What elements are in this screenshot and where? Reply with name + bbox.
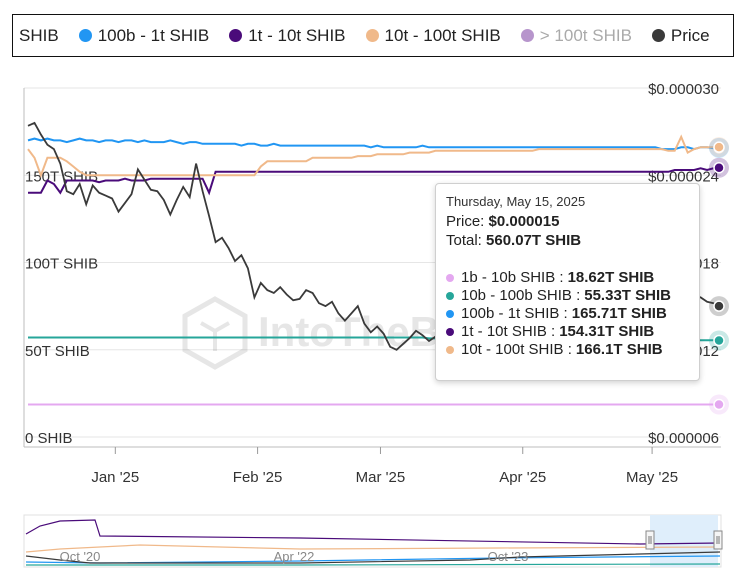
tooltip-row-value: 165.71T SHIB bbox=[571, 305, 667, 322]
series-end-point bbox=[713, 300, 725, 312]
series-end-point bbox=[713, 398, 725, 411]
navigator-ticks: Oct '20 Apr '22 Oct '23 bbox=[60, 549, 529, 564]
watermark-logo-icon bbox=[182, 296, 248, 370]
legend-swatch bbox=[651, 29, 665, 42]
series-line-2 bbox=[27, 137, 721, 151]
y-left-tick-label: 100T SHIB bbox=[25, 256, 98, 273]
x-tick-label: Jan '25 bbox=[91, 469, 139, 486]
tooltip-row: 100b - 1t SHIB :165.71T SHIB bbox=[446, 305, 689, 322]
navigator-lines bbox=[25, 519, 721, 566]
chart-legend: SHIB 100b - 1t SHIB 1t - 10t SHIB 10t - 100… bbox=[12, 14, 734, 57]
tooltip-row-label: 100b - 1t SHIB : bbox=[461, 305, 568, 322]
tooltip-swatch bbox=[446, 345, 454, 354]
tooltip-swatch bbox=[446, 273, 454, 282]
x-tick-label: Feb '25 bbox=[233, 469, 283, 486]
tooltip-row-label: 1b - 10b SHIB : bbox=[461, 269, 564, 286]
legend-item-3[interactable]: 10t - 100t SHIB bbox=[365, 25, 501, 46]
legend-label: Price bbox=[670, 25, 710, 45]
hover-tooltip: Thursday, May 15, 2025 Price: $0.000015 … bbox=[435, 183, 700, 381]
legend-item-4[interactable]: > 100t SHIB bbox=[520, 25, 632, 46]
navigator-left-handle[interactable] bbox=[645, 530, 655, 550]
navigator-line-1 bbox=[25, 544, 721, 553]
legend-swatch bbox=[520, 29, 534, 42]
legend-item-2[interactable]: 1t - 10t SHIB bbox=[229, 25, 346, 46]
legend-label: 100b - 1t SHIB bbox=[97, 25, 210, 45]
tooltip-swatch bbox=[446, 309, 454, 318]
tooltip-rows: 1b - 10b SHIB :18.62T SHIB 10b - 100b SHI… bbox=[446, 269, 689, 358]
tooltip-row: 1t - 10t SHIB :154.31T SHIB bbox=[446, 323, 689, 340]
legend-label: SHIB bbox=[19, 25, 59, 45]
y-right-tick-label: $0.000030 bbox=[648, 81, 719, 98]
tooltip-row-value: 55.33T SHIB bbox=[584, 287, 671, 304]
legend-item-5[interactable]: Price bbox=[651, 25, 710, 46]
x-tick-label: Mar '25 bbox=[356, 469, 406, 486]
series-line-3 bbox=[28, 166, 721, 196]
series-end-point bbox=[713, 334, 725, 347]
navigator-right-handle[interactable] bbox=[713, 530, 723, 550]
y-left-tick-label: 50T SHIB bbox=[25, 343, 90, 360]
legend-label: > 100t SHIB bbox=[539, 25, 632, 45]
navigator-line-0 bbox=[25, 519, 721, 545]
tooltip-row-label: 10b - 100b SHIB : bbox=[461, 287, 581, 304]
tooltip-swatch bbox=[446, 291, 454, 300]
navigator-tick-label: Oct '20 bbox=[60, 549, 101, 564]
series-end-point bbox=[713, 141, 725, 153]
tooltip-row-label: 1t - 10t SHIB : bbox=[461, 323, 556, 340]
navigator-line-2 bbox=[25, 555, 721, 564]
legend-swatch bbox=[365, 29, 379, 42]
series-end-markers bbox=[709, 137, 729, 415]
y-left-tick-label: 0 SHIB bbox=[25, 430, 73, 447]
tooltip-date: Thursday, May 15, 2025 bbox=[446, 194, 586, 209]
range-navigator: Oct '20 Apr '22 Oct '23 bbox=[23, 514, 723, 568]
series-line-4 bbox=[27, 134, 721, 179]
legend-label: 1t - 10t SHIB bbox=[248, 25, 346, 45]
tooltip-price: Price: $0.000015 bbox=[446, 213, 560, 230]
tooltip-row-value: 166.1T SHIB bbox=[575, 341, 663, 358]
navigator-tick-label: Apr '22 bbox=[274, 549, 315, 564]
legend-item-1[interactable]: 100b - 1t SHIB bbox=[78, 25, 210, 46]
legend-swatch bbox=[229, 29, 243, 42]
legend-label: 10t - 100t SHIB bbox=[384, 25, 501, 45]
navigator-selection[interactable] bbox=[650, 515, 718, 567]
legend-swatch bbox=[78, 29, 92, 42]
tooltip-row: 1b - 10b SHIB :18.62T SHIB bbox=[446, 269, 689, 286]
series-end-point bbox=[713, 161, 725, 174]
legend-item-0[interactable]: SHIB bbox=[19, 26, 59, 46]
tooltip-row-value: 18.62T SHIB bbox=[567, 269, 655, 286]
x-tick-label: May '25 bbox=[626, 469, 678, 486]
tooltip-row-value: 154.31T SHIB bbox=[559, 323, 655, 340]
tooltip-row: 10t - 100t SHIB :166.1T SHIB bbox=[446, 341, 689, 358]
tooltip-swatch bbox=[446, 327, 454, 336]
navigator-tick-label: Oct '23 bbox=[488, 549, 529, 564]
navigator-line-4 bbox=[25, 551, 721, 564]
tooltip-row-label: 10t - 100t SHIB : bbox=[461, 341, 572, 358]
navigator-line-3 bbox=[26, 563, 721, 566]
navigator-frame bbox=[23, 514, 722, 568]
y-right-tick-label: $0.000006 bbox=[648, 430, 719, 447]
x-tick-label: Apr '25 bbox=[499, 469, 546, 486]
tooltip-row: 10b - 100b SHIB :55.33T SHIB bbox=[446, 287, 689, 304]
tooltip-total: Total: 560.07T SHIB bbox=[446, 232, 582, 249]
